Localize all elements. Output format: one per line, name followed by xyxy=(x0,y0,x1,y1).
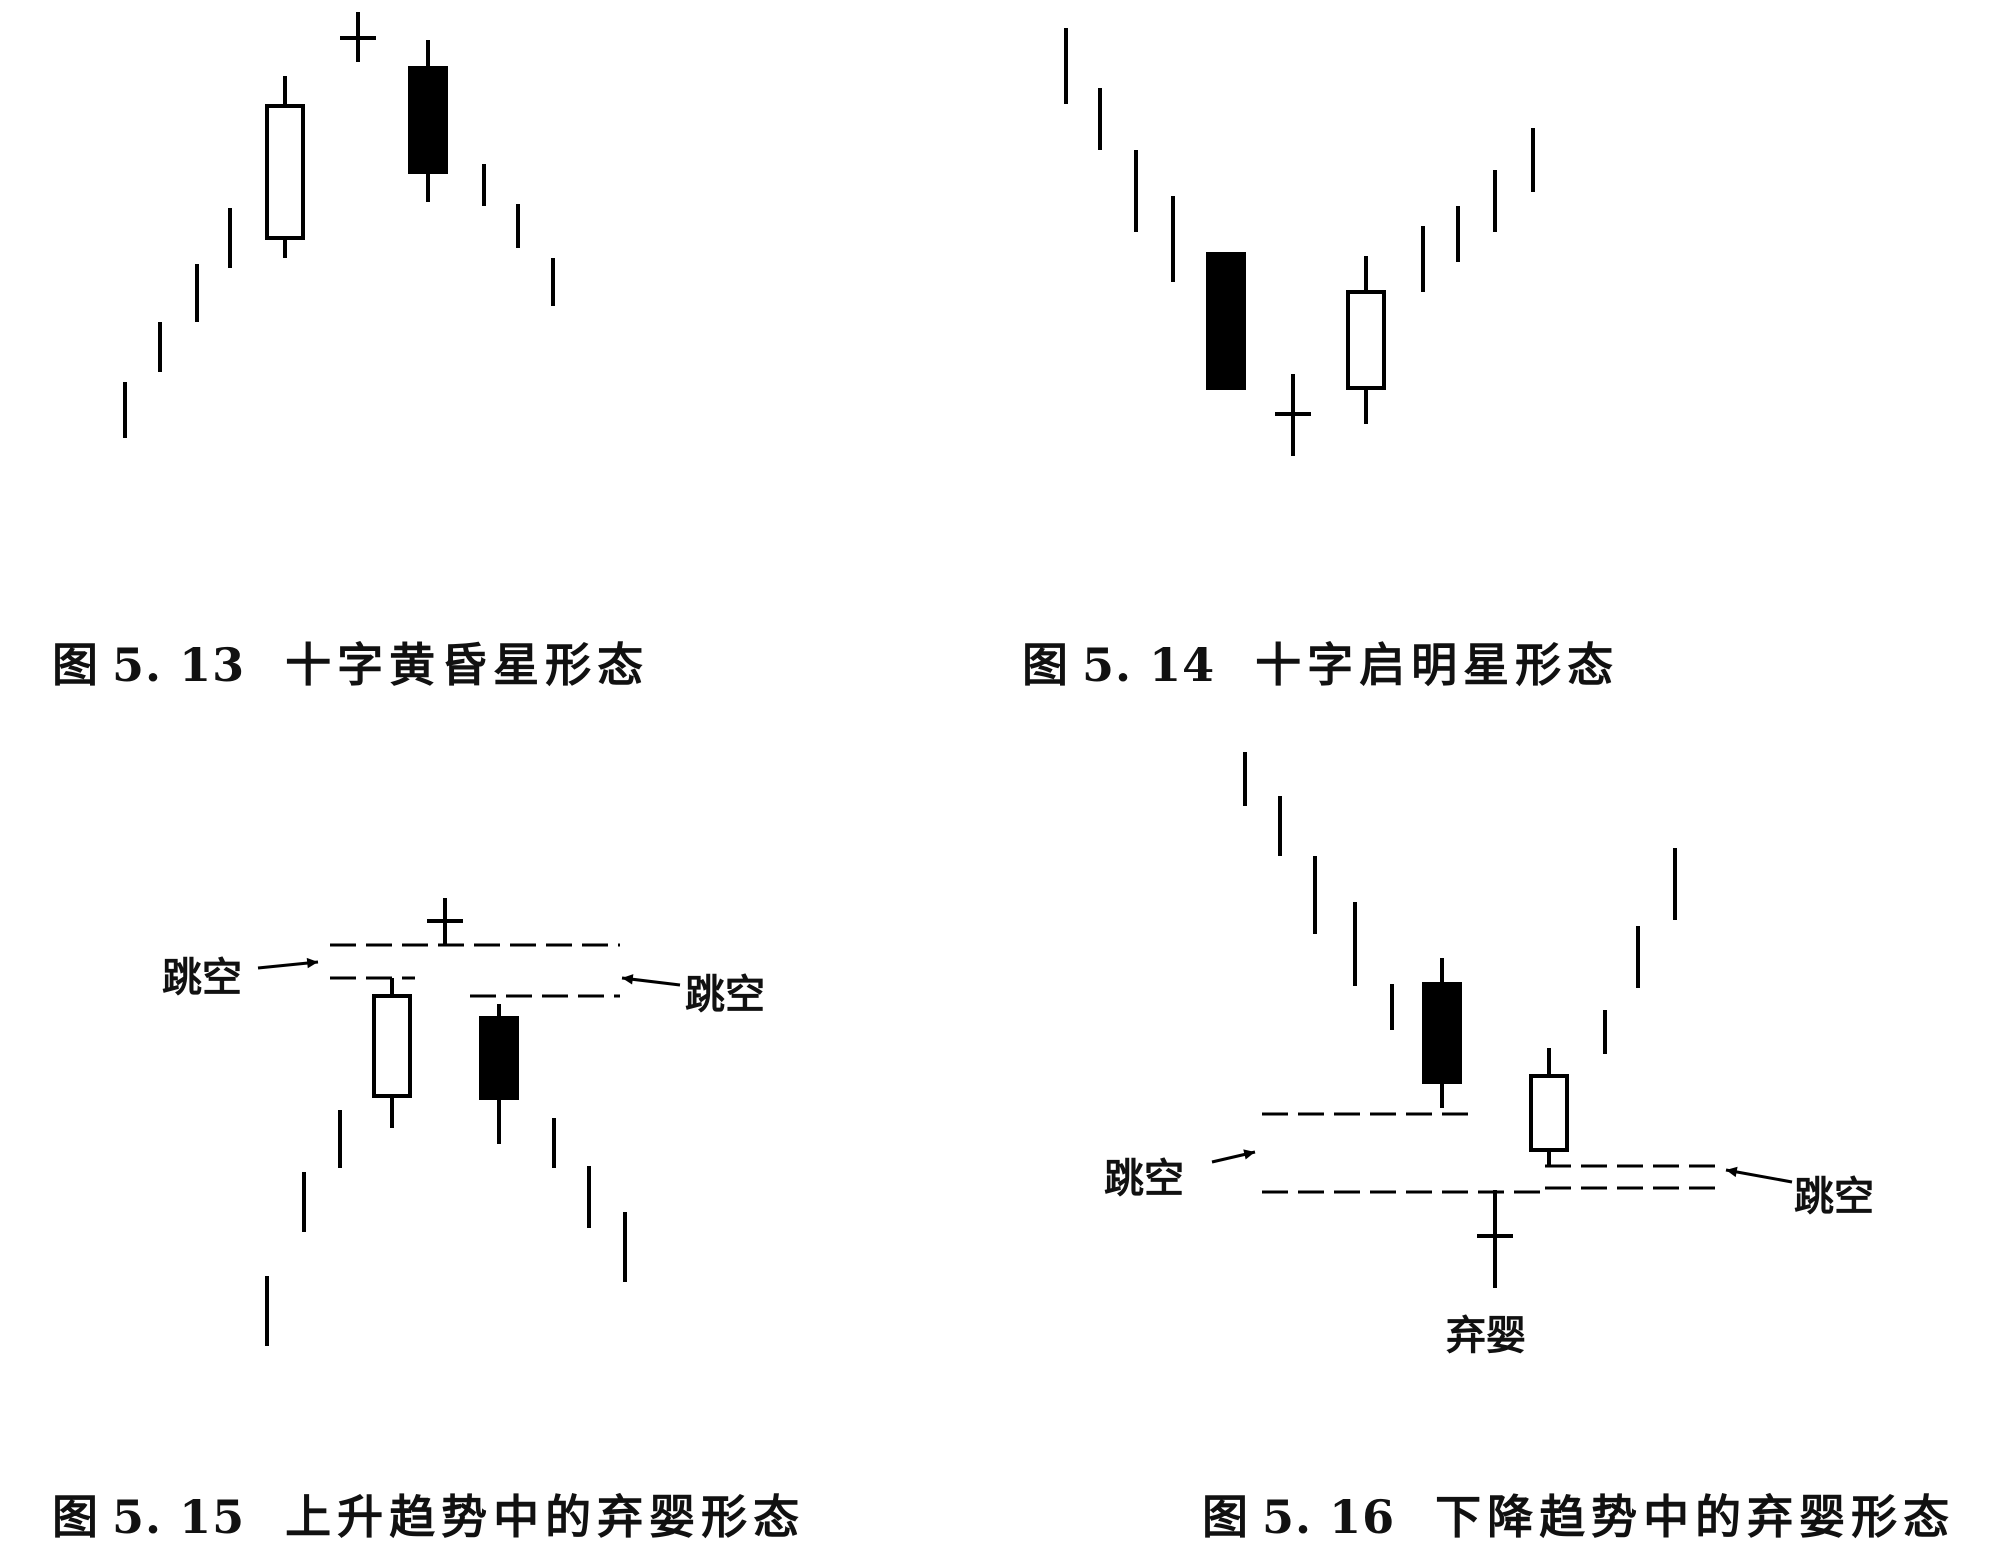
white-candle-body xyxy=(372,994,412,1098)
figure-caption-5-15: 图 5. 15 上升趋势中的弃婴形态 xyxy=(8,1427,805,1547)
figure-caption-5-16: 图 5. 16 下降趋势中的弃婴形态 xyxy=(1158,1427,1955,1547)
figure-title: 下降趋势中的弃婴形态 xyxy=(1435,1490,1956,1544)
figure-title: 上升趋势中的弃婴形态 xyxy=(285,1490,806,1544)
white-candle-body xyxy=(265,104,305,240)
figure-title: 十字启明星形态 xyxy=(1255,638,1620,692)
figure-prefix: 图 xyxy=(52,638,105,692)
arrowhead xyxy=(1726,1166,1738,1178)
figure-number: 5. 13 xyxy=(112,638,246,692)
candlestick-figures xyxy=(123,12,1793,1346)
gap-label-left-5-15: 跳空 xyxy=(162,954,242,1001)
figure-caption-5-14: 图 5. 14 十字启明星形态 xyxy=(978,575,1619,695)
white-candle-body xyxy=(1346,290,1386,390)
arrowhead xyxy=(306,957,318,969)
figure-number: 5. 15 xyxy=(112,1490,246,1544)
gap-label-right-5-15: 跳空 xyxy=(685,971,765,1018)
figure-prefix: 图 xyxy=(52,1490,105,1544)
black-candle-body xyxy=(1422,982,1462,1084)
figure-title: 十字黄昏星形态 xyxy=(285,638,650,692)
figure-prefix: 图 xyxy=(1202,1490,1255,1544)
arrowhead xyxy=(1243,1149,1255,1160)
white-candle-body xyxy=(1529,1074,1569,1152)
black-candle-body xyxy=(479,1016,519,1100)
gap-arrow xyxy=(1725,1168,1793,1184)
arrowhead xyxy=(622,974,634,985)
black-candle-body xyxy=(408,66,448,174)
figure-prefix: 图 xyxy=(1022,638,1075,692)
black-candle-body xyxy=(1206,252,1246,390)
figure-number: 5. 14 xyxy=(1082,638,1216,692)
abandoned-baby-label: 弃婴 xyxy=(1446,1312,1526,1359)
figure-caption-5-13: 图 5. 13 十字黄昏星形态 xyxy=(8,575,649,695)
figure-number: 5. 16 xyxy=(1262,1490,1396,1544)
gap-label-left-5-16: 跳空 xyxy=(1104,1155,1184,1202)
gap-label-right-5-16: 跳空 xyxy=(1794,1173,1874,1220)
